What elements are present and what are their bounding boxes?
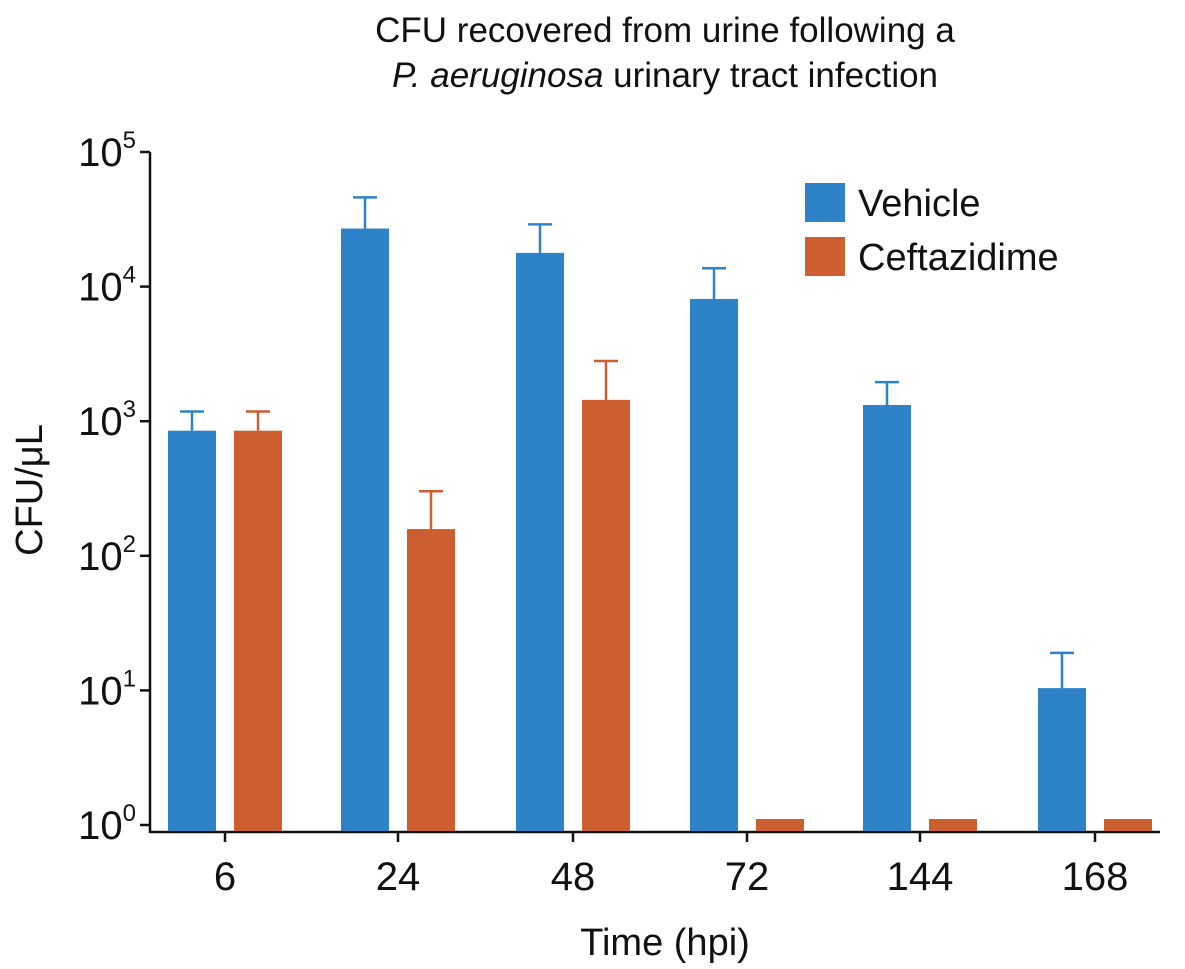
tick-base: 10	[78, 131, 123, 175]
tick-base: 10	[78, 669, 123, 713]
tick-base: 10	[78, 535, 123, 579]
chart-title-line1: CFU recovered from urine following a	[375, 11, 955, 50]
x-tick-label: 72	[725, 855, 770, 899]
tick-base: 10	[78, 266, 123, 310]
y-tick-label: 102	[78, 531, 136, 579]
bar-ceftazidime-144	[929, 819, 977, 831]
x-tick-label: 144	[887, 855, 954, 899]
chart-title-line2: P. aeruginosa urinary tract infection	[392, 56, 938, 95]
y-tick-label: 104	[78, 262, 136, 310]
tick-base: 10	[78, 804, 123, 848]
bar-ceftazidime-24	[407, 529, 455, 831]
tick-exponent: 1	[123, 665, 136, 692]
legend-label: Vehicle	[858, 183, 981, 225]
tick-exponent: 2	[123, 531, 136, 558]
tick-base: 10	[78, 400, 123, 444]
title-rest: urinary tract infection	[603, 56, 938, 95]
bar-vehicle-48	[516, 252, 564, 832]
x-tick-label: 6	[214, 855, 236, 899]
bar-ceftazidime-48	[582, 399, 630, 831]
bar-vehicle-168	[1038, 688, 1086, 831]
title-organism: P. aeruginosa	[392, 56, 603, 95]
tick-exponent: 0	[123, 800, 136, 827]
y-tick-label: 100	[78, 800, 136, 848]
bar-vehicle-144	[863, 404, 911, 831]
x-tick-label: 48	[551, 855, 596, 899]
tick-exponent: 4	[123, 262, 136, 289]
legend: Vehicle Ceftazidime	[805, 183, 1059, 279]
legend-label: Ceftazidime	[858, 237, 1059, 279]
y-tick-label: 105	[78, 127, 136, 175]
y-tick-label: 101	[78, 665, 136, 713]
tick-exponent: 3	[123, 396, 136, 423]
bar-ceftazidime-6	[234, 430, 282, 831]
bar-ceftazidime-168	[1104, 819, 1152, 831]
legend-swatch	[805, 183, 845, 222]
bar-vehicle-72	[690, 298, 738, 831]
bar-ceftazidime-72	[756, 819, 804, 831]
tick-exponent: 5	[123, 127, 136, 154]
legend-swatch	[805, 237, 845, 276]
x-tick-label: 24	[376, 855, 421, 899]
bar-vehicle-24	[341, 228, 389, 831]
y-axis-label: CFU/μL	[9, 424, 51, 556]
x-axis-label: Time (hpi)	[580, 922, 750, 964]
x-tick-label: 168	[1062, 855, 1129, 899]
bar-vehicle-6	[168, 430, 216, 831]
y-tick-label: 103	[78, 396, 136, 444]
